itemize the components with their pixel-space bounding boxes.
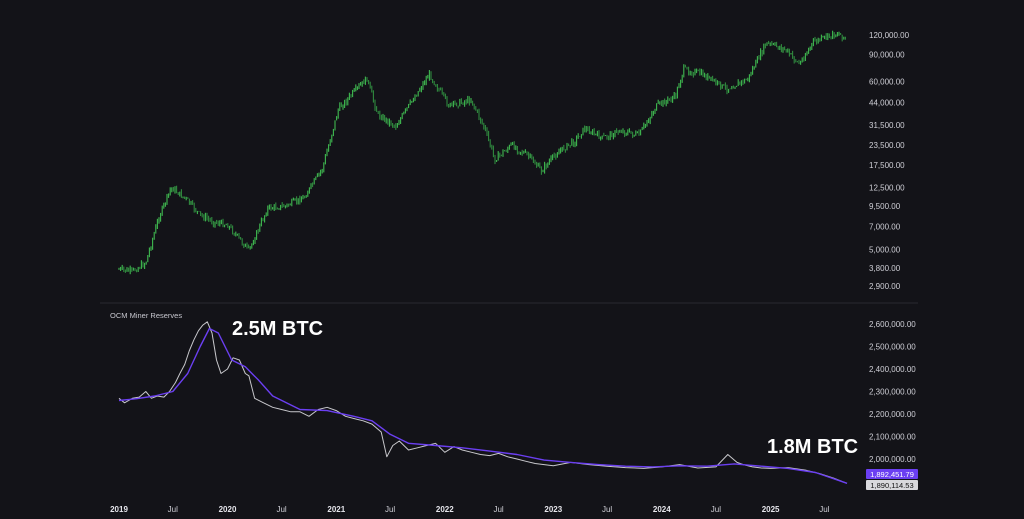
time-tick-label: 2021 — [327, 505, 345, 514]
reserves-axis: 2,600,000.00 2,500,000.00 2,400,000.00 2,30… — [869, 320, 916, 464]
price-tick-label: 3,800.00 — [869, 264, 901, 273]
reserves-moving-average-line — [118, 327, 848, 484]
time-tick-label: 2019 — [110, 505, 128, 514]
time-tick-label: Jul — [385, 505, 395, 514]
price-tick-label: 12,500.00 — [869, 184, 905, 193]
time-tick-label: 2025 — [762, 505, 780, 514]
price-tick-label: 120,000.00 — [869, 31, 910, 40]
price-tick-label: 9,500.00 — [869, 202, 901, 211]
last-value-badge-ma — [866, 469, 918, 479]
time-tick-label: 2022 — [436, 505, 454, 514]
price-tick-label: 60,000.00 — [869, 78, 905, 87]
last-value-badge-raw — [866, 480, 918, 490]
reserve-tick-label: 2,000,000.00 — [869, 455, 916, 464]
price-series — [118, 30, 846, 275]
price-axis: 120,000.00 90,000.00 60,000.00 44,000.00 31,… — [869, 31, 910, 291]
reserve-tick-label: 2,600,000.00 — [869, 320, 916, 329]
reserve-tick-label: 2,300,000.00 — [869, 388, 916, 397]
time-tick-label: Jul — [168, 505, 178, 514]
price-tick-label: 31,500.00 — [869, 121, 905, 130]
last-value-raw: 1,890,114.53 — [870, 481, 913, 490]
time-tick-label: Jul — [276, 505, 286, 514]
price-tick-label: 90,000.00 — [869, 50, 905, 59]
reserve-series — [118, 321, 848, 484]
time-tick-label: 2024 — [653, 505, 671, 514]
time-tick-label: Jul — [602, 505, 612, 514]
price-pane: 120,000.00 90,000.00 60,000.00 44,000.00 31,… — [118, 30, 910, 291]
price-tick-label: 44,000.00 — [869, 99, 905, 108]
indicator-title: OCM Miner Reserves — [110, 311, 182, 320]
time-tick-label: Jul — [493, 505, 503, 514]
miner-reserves-pane: OCM Miner Reserves 2,600,000.00 2,500,000… — [110, 311, 918, 490]
reserve-tick-label: 2,100,000.00 — [869, 433, 916, 442]
price-tick-label: 17,500.00 — [869, 161, 905, 170]
price-tick-label: 7,000.00 — [869, 223, 901, 232]
reserve-tick-label: 2,200,000.00 — [869, 410, 916, 419]
reserve-tick-label: 2,500,000.00 — [869, 343, 916, 352]
price-tick-label: 2,900.00 — [869, 282, 901, 291]
price-tick-label: 23,500.00 — [869, 141, 905, 150]
reserve-tick-label: 2,400,000.00 — [869, 365, 916, 374]
price-tick-label: 5,000.00 — [869, 245, 901, 254]
annotation-peak: 2.5M BTC — [232, 318, 323, 340]
time-axis: 2019 Jul 2020 Jul 2021 Jul 2022 Jul 2023 Jul 2024 J… — [110, 505, 830, 514]
time-tick-label: Jul — [711, 505, 721, 514]
time-tick-label: Jul — [819, 505, 829, 514]
time-tick-label: 2023 — [544, 505, 562, 514]
time-tick-label: 2020 — [219, 505, 237, 514]
last-value-ma: 1,892,451.79 — [870, 470, 914, 479]
annotation-current: 1.8M BTC — [767, 436, 858, 458]
reserves-line — [118, 321, 848, 484]
